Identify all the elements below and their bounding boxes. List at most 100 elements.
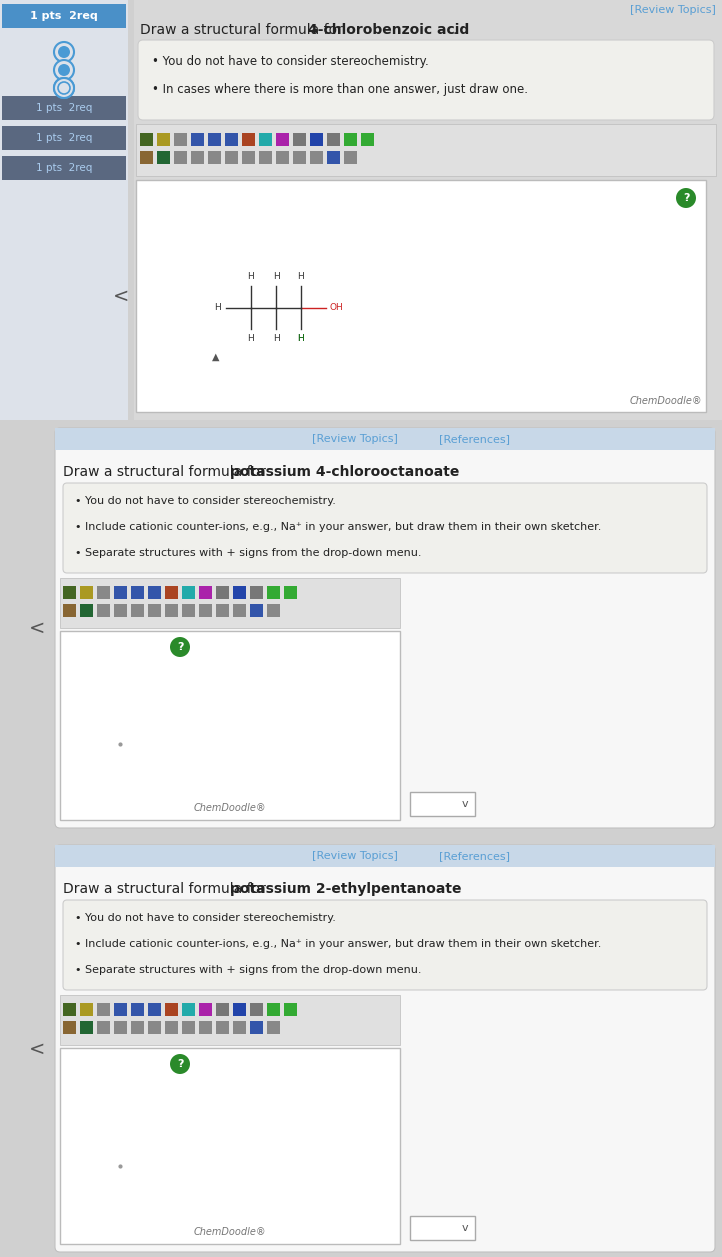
Bar xyxy=(267,605,280,617)
Text: • Separate structures with + signs from the drop-down menu.: • Separate structures with + signs from … xyxy=(75,548,422,558)
Text: [References]: [References] xyxy=(440,851,510,861)
FancyBboxPatch shape xyxy=(63,900,707,991)
Text: v: v xyxy=(461,1223,469,1233)
Text: 4-chlorobenzoic acid: 4-chlorobenzoic acid xyxy=(308,23,469,36)
Bar xyxy=(97,1003,110,1016)
Bar xyxy=(259,151,272,163)
Bar xyxy=(2,156,126,180)
Text: .: . xyxy=(453,23,457,36)
FancyBboxPatch shape xyxy=(138,40,714,119)
Bar xyxy=(0,180,128,420)
Text: H: H xyxy=(248,334,254,343)
Circle shape xyxy=(54,41,74,62)
Text: <: < xyxy=(29,1040,45,1058)
Bar xyxy=(267,1021,280,1035)
Bar xyxy=(63,605,76,617)
Bar xyxy=(225,151,238,163)
Bar xyxy=(80,605,93,617)
Bar xyxy=(131,1021,144,1035)
Text: H: H xyxy=(297,334,305,343)
Bar xyxy=(410,792,475,816)
Bar xyxy=(216,1003,229,1016)
Bar xyxy=(131,586,144,600)
Circle shape xyxy=(170,1055,190,1073)
Circle shape xyxy=(676,189,696,207)
Bar xyxy=(199,1021,212,1035)
Bar xyxy=(63,1003,76,1016)
Bar xyxy=(182,1003,195,1016)
Bar xyxy=(114,1003,127,1016)
Bar xyxy=(60,578,400,628)
Text: • Separate structures with + signs from the drop-down menu.: • Separate structures with + signs from … xyxy=(75,965,422,975)
Text: [Review Topics]: [Review Topics] xyxy=(312,434,398,444)
Text: ChemDoodle®: ChemDoodle® xyxy=(193,803,266,813)
Text: [Review Topics]: [Review Topics] xyxy=(312,851,398,861)
Bar xyxy=(225,133,238,146)
FancyBboxPatch shape xyxy=(55,845,715,1252)
Circle shape xyxy=(54,60,74,80)
Bar xyxy=(233,605,246,617)
Bar xyxy=(284,586,297,600)
Bar xyxy=(148,605,161,617)
Bar xyxy=(55,845,715,867)
Bar xyxy=(233,586,246,600)
Bar xyxy=(361,133,374,146)
Text: ChemDoodle®: ChemDoodle® xyxy=(193,1227,266,1237)
Bar xyxy=(63,586,76,600)
Bar xyxy=(97,1021,110,1035)
Bar xyxy=(80,1003,93,1016)
Text: .: . xyxy=(412,882,417,896)
Bar xyxy=(157,151,170,163)
Bar xyxy=(0,840,722,1257)
Bar xyxy=(344,151,357,163)
Text: 1 pts  2req: 1 pts 2req xyxy=(30,11,98,21)
Text: potassium 4-chlorooctanoate: potassium 4-chlorooctanoate xyxy=(230,465,459,479)
Bar xyxy=(2,4,126,28)
Bar xyxy=(250,586,263,600)
Text: ?: ? xyxy=(177,1058,183,1068)
Text: Draw a structural formula for: Draw a structural formula for xyxy=(140,23,347,36)
Bar xyxy=(2,96,126,119)
Bar xyxy=(0,0,128,420)
Text: 1 pts  2req: 1 pts 2req xyxy=(36,133,92,143)
Text: [Review Topics]: [Review Topics] xyxy=(630,5,716,15)
Text: • Include cationic counter-ions, e.g., Na⁺ in your answer, but draw them in thei: • Include cationic counter-ions, e.g., N… xyxy=(75,939,601,949)
Text: 1 pts  2req: 1 pts 2req xyxy=(36,163,92,173)
Text: H: H xyxy=(248,273,254,282)
Text: OH: OH xyxy=(329,303,343,312)
Bar xyxy=(310,133,323,146)
Bar xyxy=(0,420,722,840)
Bar xyxy=(276,151,289,163)
Bar xyxy=(293,151,306,163)
Circle shape xyxy=(54,78,74,98)
Bar xyxy=(140,133,153,146)
Bar xyxy=(344,133,357,146)
Text: H: H xyxy=(273,334,279,343)
Bar xyxy=(157,133,170,146)
Bar xyxy=(131,1003,144,1016)
Bar xyxy=(233,1021,246,1035)
Text: potassium 2-ethylpentanoate: potassium 2-ethylpentanoate xyxy=(230,882,461,896)
Text: .: . xyxy=(415,465,419,479)
Circle shape xyxy=(58,47,70,58)
Bar xyxy=(114,586,127,600)
Text: 1 pts  2req: 1 pts 2req xyxy=(36,103,92,113)
Bar xyxy=(199,1003,212,1016)
Bar xyxy=(165,586,178,600)
Text: ChemDoodle®: ChemDoodle® xyxy=(630,396,702,406)
Bar xyxy=(233,1003,246,1016)
Bar xyxy=(267,586,280,600)
Text: <: < xyxy=(113,287,129,305)
Bar xyxy=(165,1021,178,1035)
Bar xyxy=(114,1021,127,1035)
Bar xyxy=(55,427,715,450)
Bar xyxy=(284,1003,297,1016)
Bar xyxy=(174,133,187,146)
Circle shape xyxy=(58,64,70,75)
Bar xyxy=(97,586,110,600)
Bar xyxy=(208,133,221,146)
Bar xyxy=(327,133,340,146)
Bar xyxy=(191,151,204,163)
Bar xyxy=(182,1021,195,1035)
Bar xyxy=(131,605,144,617)
